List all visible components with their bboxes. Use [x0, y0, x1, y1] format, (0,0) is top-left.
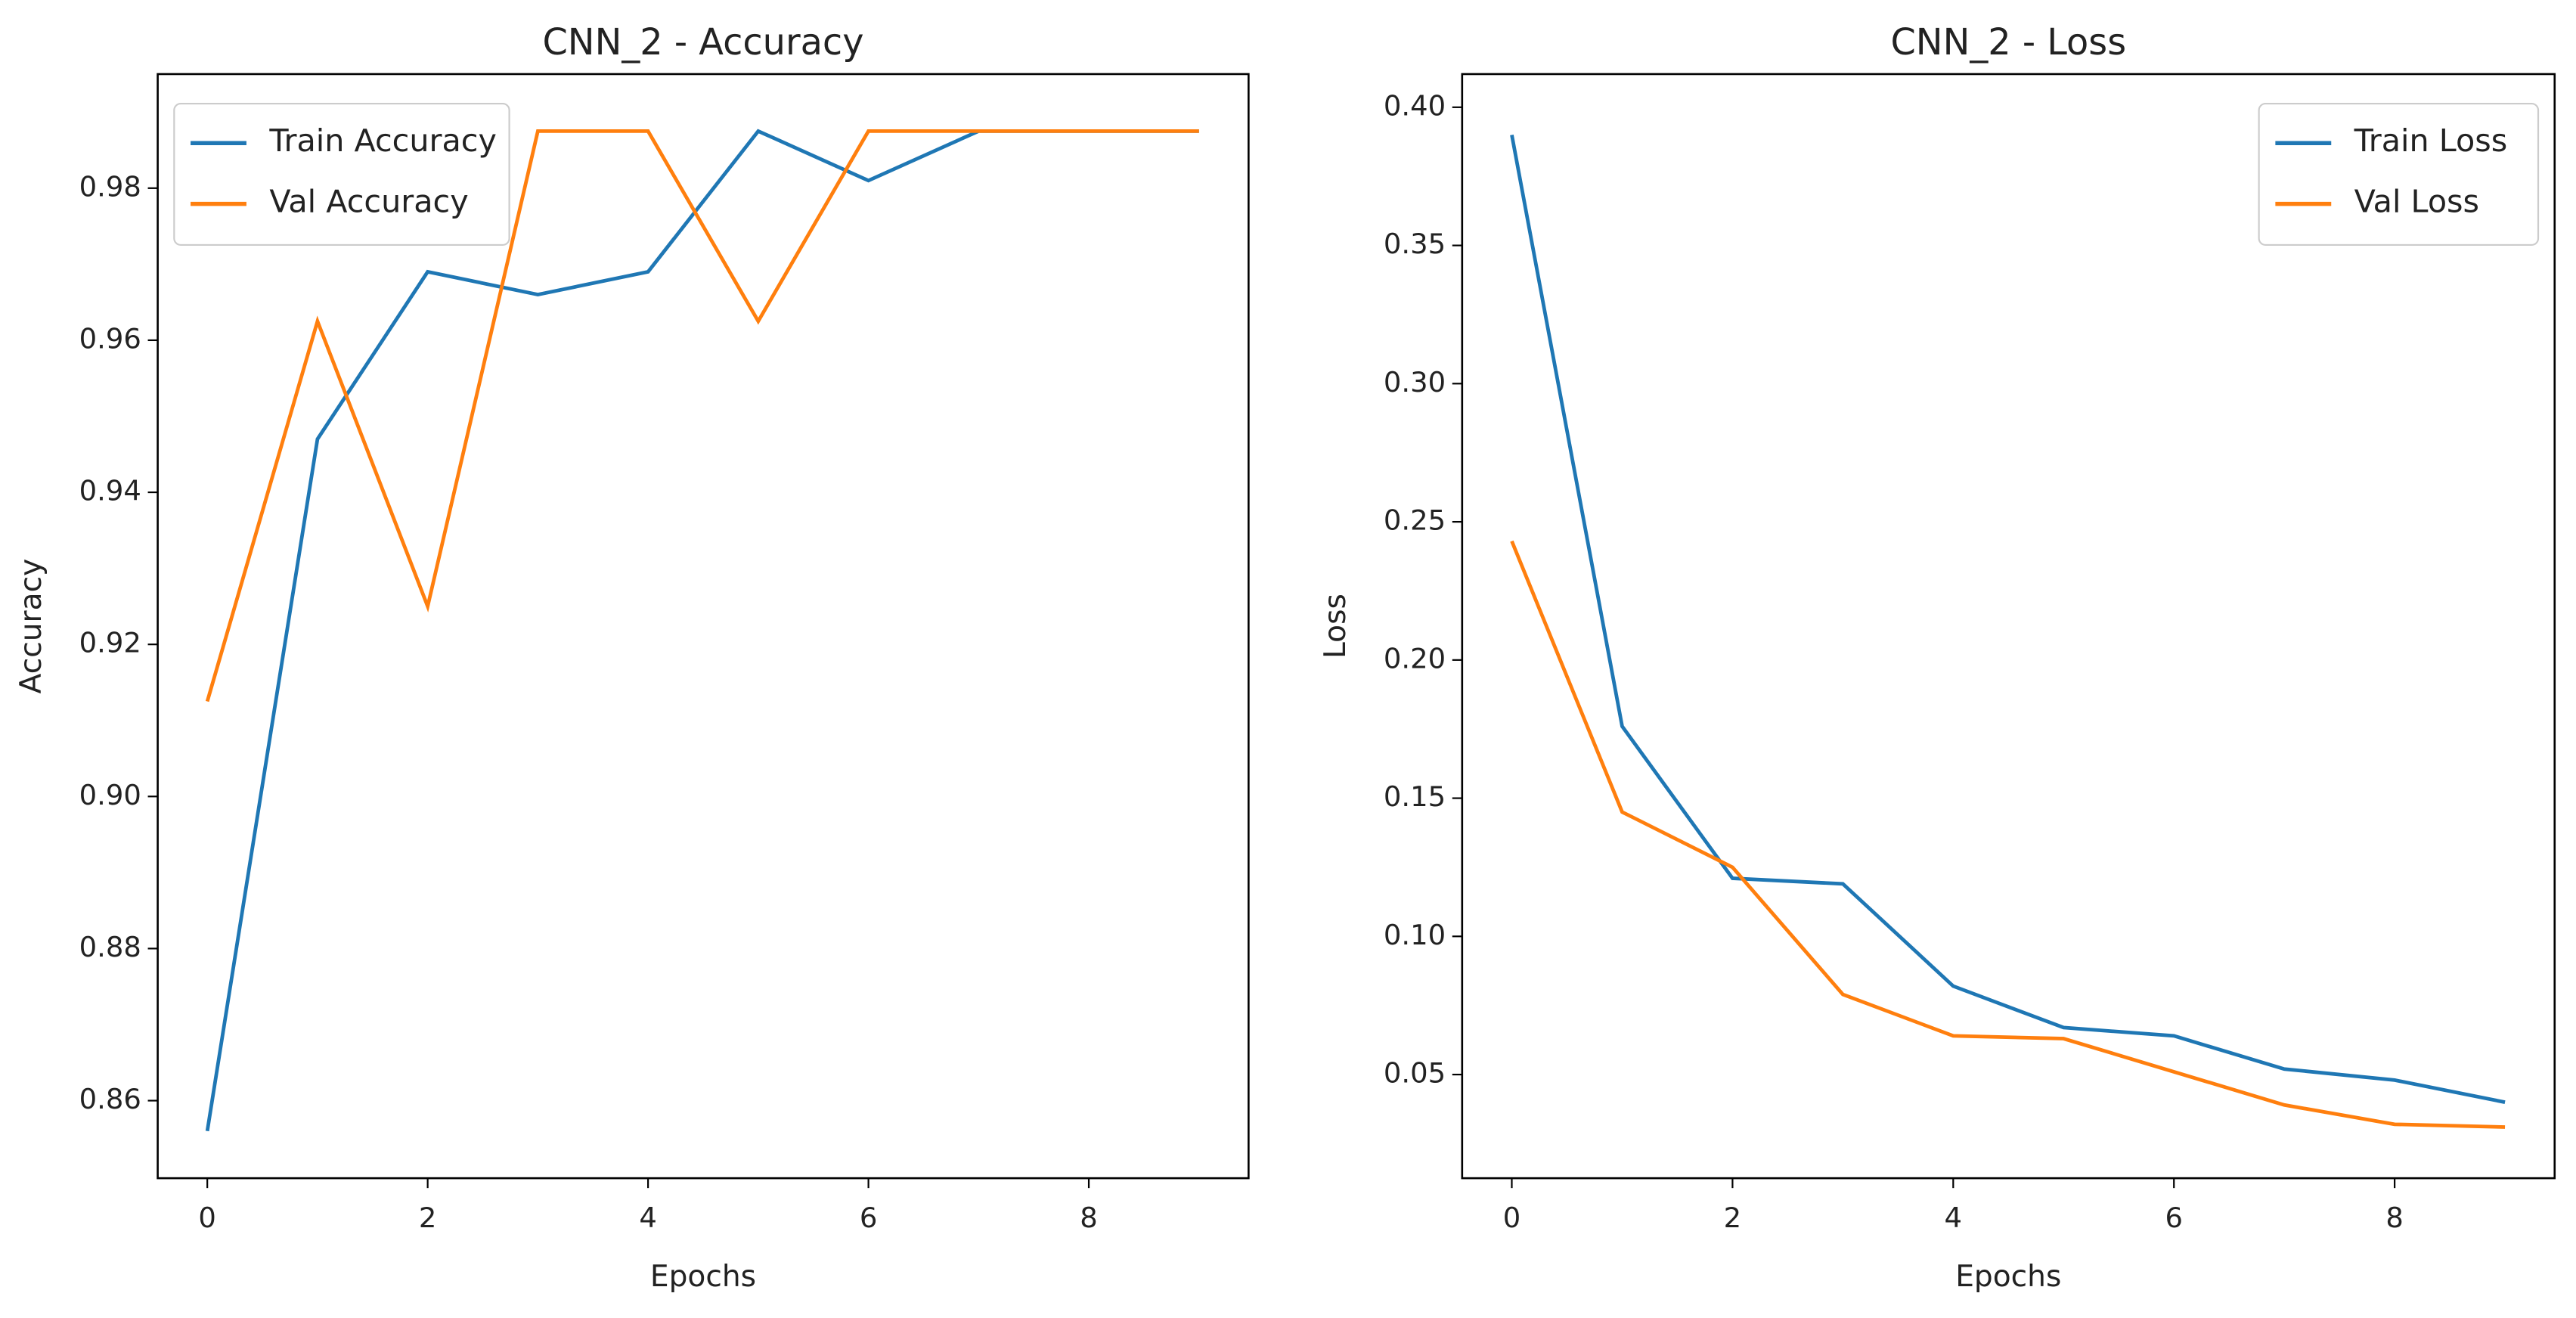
y-tick-label: 0.25 — [1384, 504, 1446, 537]
y-tick-label: 0.90 — [79, 779, 141, 811]
y-tick-label: 0.15 — [1384, 780, 1446, 813]
y-tick-label: 0.96 — [79, 322, 141, 355]
x-tick-label: 8 — [1080, 1202, 1098, 1234]
x-tick-label: 0 — [198, 1202, 216, 1234]
line-series — [205, 129, 1199, 702]
y-tick-label: 0.35 — [1384, 228, 1446, 260]
legend-label: Val Accuracy — [269, 184, 468, 220]
legend: Train Loss Val Loss — [2258, 102, 2540, 247]
y-tick-label: 0.98 — [79, 170, 141, 203]
y-tick-label: 0.94 — [79, 475, 141, 507]
chart-title: CNN_2 - Accuracy — [542, 22, 863, 64]
x-tick-label: 2 — [1724, 1202, 1742, 1234]
plot-frame — [157, 73, 1250, 1180]
y-tick-label: 0.92 — [79, 627, 141, 659]
legend-box — [173, 102, 510, 247]
x-tick-label: 0 — [1503, 1202, 1521, 1234]
x-tick-label: 4 — [1945, 1202, 1963, 1234]
y-tick-label: 0.30 — [1384, 366, 1446, 399]
y-axis-label: Loss — [1319, 594, 1353, 659]
line-series — [1510, 540, 2506, 1129]
line-series — [205, 129, 1199, 1132]
y-tick-label: 0.88 — [79, 931, 141, 963]
y-tick-label: 0.10 — [1384, 919, 1446, 951]
legend-label: Val Loss — [2354, 184, 2479, 220]
x-tick-label: 6 — [2165, 1202, 2183, 1234]
x-tick-label: 2 — [419, 1202, 437, 1234]
x-tick-label: 8 — [2385, 1202, 2404, 1234]
legend-label: Train Loss — [2354, 122, 2508, 159]
y-tick-label: 0.40 — [1384, 89, 1446, 122]
legend-box — [2258, 102, 2540, 247]
plot-frame — [1461, 73, 2556, 1180]
subplot: CNN_2 - Accuracy Epochs Accuracy 0 2 4 6 8 0.86 0… — [14, 22, 1250, 1294]
line-series — [1510, 134, 2506, 1104]
legend-label: Train Accuracy — [268, 122, 497, 159]
chart-title: CNN_2 - Loss — [1890, 22, 2126, 64]
subplot: CNN_2 - Loss Epochs Loss 0 2 4 6 8 0.05 0.10 0.15 0… — [1319, 22, 2556, 1294]
x-axis-label: Epochs — [650, 1260, 756, 1294]
y-tick-label: 0.05 — [1384, 1057, 1446, 1090]
y-tick-label: 0.20 — [1384, 642, 1446, 675]
x-tick-label: 4 — [639, 1202, 657, 1234]
y-axis-label: Accuracy — [14, 559, 48, 694]
x-tick-label: 6 — [860, 1202, 878, 1234]
y-tick-label: 0.86 — [79, 1083, 141, 1115]
x-axis-label: Epochs — [1955, 1260, 2061, 1294]
legend: Train Accuracy Val Accuracy — [173, 102, 510, 247]
